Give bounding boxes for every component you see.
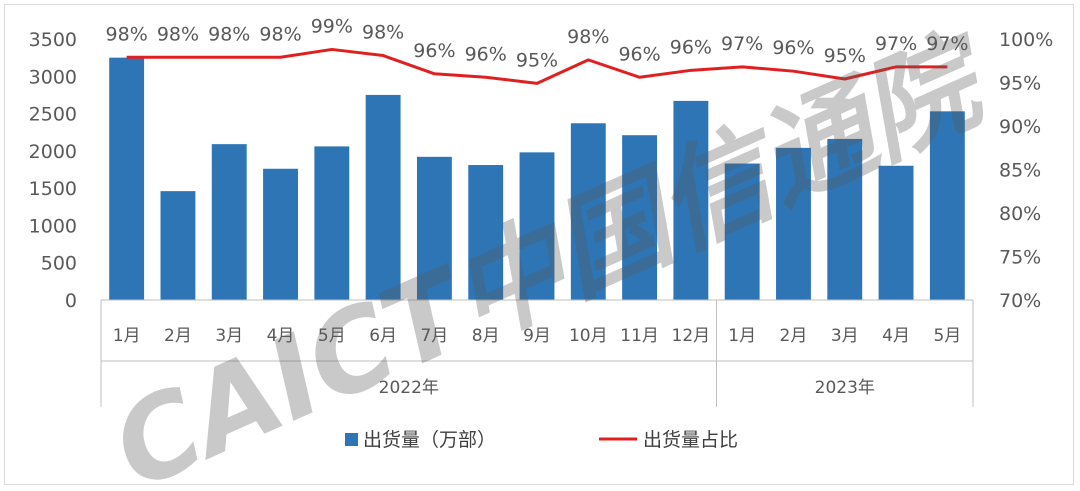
chart-svg: 0 500 1000 1500 2000 2500 3000 3500 70% 75% 80% 85…	[29, 12, 1054, 491]
legend: 出货量（万部） 出货量占比	[345, 429, 738, 451]
right-tick-label: 70%	[999, 290, 1041, 312]
bar-7	[468, 165, 504, 300]
share-data-label: 97%	[875, 33, 917, 55]
right-tick-label: 75%	[999, 247, 1041, 269]
category-label: 4月	[267, 326, 295, 346]
group-label: 2023年	[815, 378, 875, 398]
left-tick-label: 1500	[29, 178, 77, 200]
chart-frame: 0 500 1000 1500 2000 2500 3000 3500 70% 75% 80% 85…	[4, 4, 1074, 491]
legend-swatch-bar	[345, 433, 358, 446]
left-tick-label: 0	[65, 290, 77, 312]
bar-14	[827, 138, 863, 300]
category-label: 3月	[831, 326, 859, 346]
legend-label-line: 出货量占比	[643, 429, 738, 451]
bar-0	[109, 57, 145, 301]
bar-16	[929, 111, 965, 300]
bar-15	[878, 165, 914, 300]
left-tick-label: 2000	[29, 141, 77, 163]
category-label: 1月	[728, 326, 756, 346]
line-series-share	[126, 47, 948, 85]
bar-9	[570, 123, 606, 300]
category-label: 2月	[780, 326, 808, 346]
share-data-label: 96%	[465, 43, 507, 65]
share-line	[126, 47, 948, 85]
right-tick-label: 95%	[999, 73, 1041, 95]
right-tick-label: 80%	[999, 203, 1041, 225]
x-axis: 1月 2月 3月 4月 5月 6月 7月 8月 9月 10月 11月 12月 1月 2月 3月 4月 5月 202…	[100, 299, 974, 407]
share-data-label: 96%	[618, 43, 660, 65]
bar-6	[416, 156, 452, 300]
share-data-label: 99%	[311, 15, 353, 37]
share-data-label: 96%	[772, 37, 814, 59]
share-data-label: 96%	[413, 40, 455, 62]
legend-label-bar: 出货量（万部）	[363, 429, 496, 451]
bar-11	[673, 100, 709, 300]
right-tick-label: 85%	[999, 160, 1041, 182]
category-label: 10月	[569, 326, 608, 346]
share-data-label: 98%	[259, 23, 301, 45]
share-data-label: 98%	[208, 23, 250, 45]
bar-series-shipments	[109, 57, 965, 301]
group-label: 2022年	[379, 378, 439, 398]
category-label: 1月	[113, 326, 141, 346]
share-data-label: 98%	[567, 26, 609, 48]
bar-12	[724, 163, 760, 300]
category-label: 9月	[523, 326, 551, 346]
bar-3	[263, 168, 298, 300]
right-tick-label: 90%	[999, 116, 1041, 138]
category-label: 5月	[933, 326, 961, 346]
share-data-label: 96%	[670, 36, 712, 58]
left-axis: 0 500 1000 1500 2000 2500 3000 3500	[29, 29, 77, 312]
share-data-label: 97%	[721, 33, 763, 55]
category-label: 5月	[318, 326, 346, 346]
bar-2	[211, 144, 247, 300]
share-data-label: 97%	[926, 33, 968, 55]
share-data-label: 98%	[362, 22, 404, 44]
category-label: 6月	[369, 326, 397, 346]
left-tick-label: 2500	[29, 104, 77, 126]
bar-1	[160, 191, 196, 300]
category-label: 12月	[672, 326, 711, 346]
right-axis: 70% 75% 80% 85% 90% 95% 100%	[999, 29, 1053, 312]
right-tick-label: 100%	[999, 29, 1053, 51]
left-tick-label: 500	[41, 253, 77, 275]
bar-8	[519, 152, 555, 300]
share-data-label: 98%	[106, 23, 148, 45]
category-label: 4月	[882, 326, 910, 346]
category-label: 8月	[472, 326, 500, 346]
share-data-label: 95%	[824, 45, 866, 67]
category-label: 11月	[620, 326, 659, 346]
category-label: 2月	[164, 326, 192, 346]
share-data-label: 95%	[516, 49, 558, 71]
bar-5	[365, 94, 401, 300]
left-tick-label: 3500	[29, 29, 77, 51]
share-data-labels: 98% 98% 98% 98% 99% 98% 96% 96% 95% 98% 96% 96% 97% 9…	[106, 15, 969, 71]
left-tick-label: 1000	[29, 215, 77, 237]
bar-13	[776, 147, 811, 300]
left-tick-label: 3000	[29, 66, 77, 88]
category-label: 3月	[215, 326, 243, 346]
share-data-label: 98%	[157, 23, 199, 45]
bar-4	[314, 146, 350, 300]
bar-10	[622, 135, 658, 300]
category-label: 7月	[420, 326, 448, 346]
